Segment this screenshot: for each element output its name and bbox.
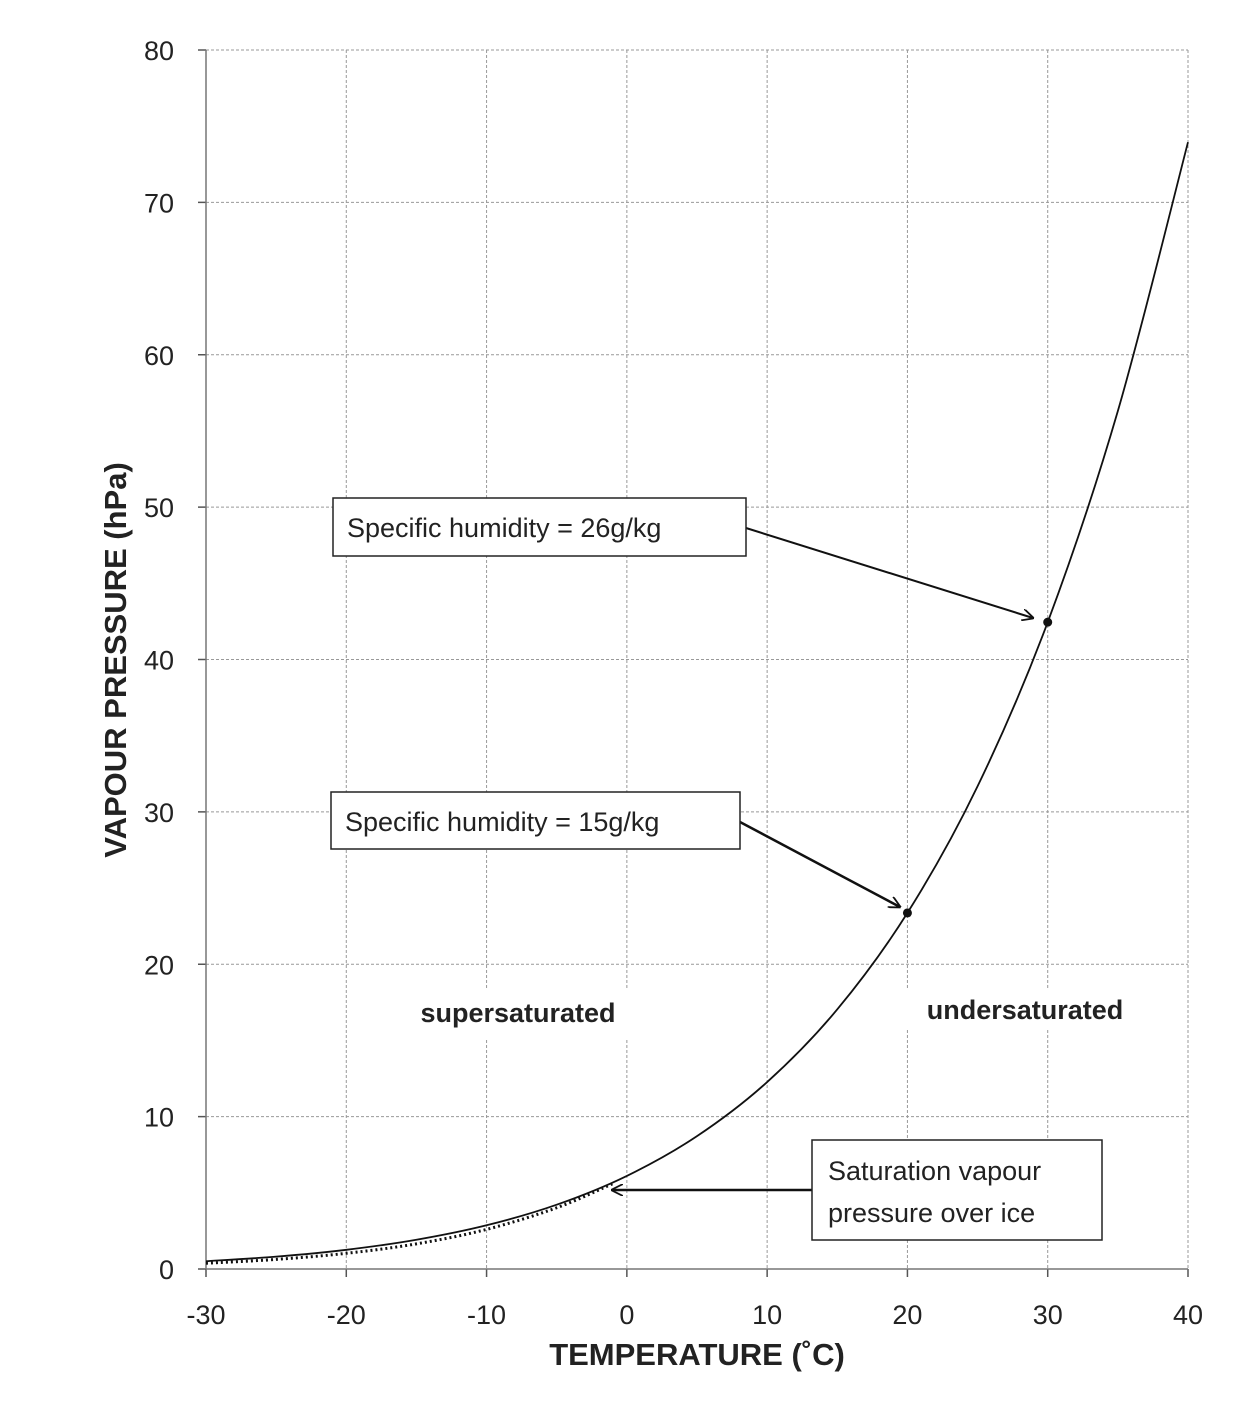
- supersaturated-label-bg: [400, 990, 636, 1038]
- y-tick-label: 30: [144, 798, 174, 828]
- y-tick-label: 0: [159, 1255, 174, 1285]
- y-tick-label: 50: [144, 493, 174, 523]
- y-tick-label: 60: [144, 341, 174, 371]
- annotation-ice-line2: pressure over ice: [828, 1198, 1035, 1228]
- x-tick-label: -10: [467, 1300, 506, 1330]
- y-tick-label: 10: [144, 1103, 174, 1133]
- annotation-26gkg-text: Specific humidity = 26g/kg: [347, 513, 661, 543]
- grid: [205, 49, 1189, 1270]
- y-tick-label: 40: [144, 646, 174, 676]
- x-tick-label: 40: [1173, 1300, 1203, 1330]
- y-axis-label: VAPOUR PRESSURE (hPa): [98, 462, 133, 858]
- x-tick-label: 0: [619, 1300, 634, 1330]
- data-point: [902, 908, 912, 918]
- supersaturated-label: supersaturated: [420, 998, 615, 1028]
- annotation-ice-line1: Saturation vapour: [828, 1156, 1041, 1186]
- undersaturated-label-bg: [906, 988, 1146, 1030]
- x-tick-label: -20: [327, 1300, 366, 1330]
- y-tick-label: 80: [144, 36, 174, 66]
- data-point: [1043, 617, 1053, 627]
- undersaturated-label: undersaturated: [927, 995, 1124, 1025]
- y-tick-label: 70: [144, 188, 174, 218]
- ice-saturation-curve: [205, 1182, 614, 1265]
- axes: -30 -20 -10 0 10 20 30 40 0 10 20 30 40 50 60 70 80: [144, 36, 1203, 1330]
- annotation-15gkg-text: Specific humidity = 15g/kg: [345, 807, 659, 837]
- series-group: [205, 141, 1189, 1265]
- arrow-26gkg: [745, 527, 1033, 618]
- annotation-ice: Saturation vapour pressure over ice: [811, 1139, 1103, 1241]
- x-tick-label: 30: [1033, 1300, 1063, 1330]
- x-tick-label: -30: [186, 1300, 225, 1330]
- water-saturation-curve: [205, 141, 1189, 1263]
- arrow-15gkg: [739, 820, 900, 907]
- y-tick-label: 20: [144, 950, 174, 980]
- annotation-26gkg: Specific humidity = 26g/kg: [332, 497, 747, 557]
- x-tick-label: 20: [892, 1300, 922, 1330]
- x-axis-label: TEMPERATURE (˚C): [549, 1337, 845, 1372]
- annotation-15gkg: Specific humidity = 15g/kg: [330, 791, 741, 850]
- x-tick-label: 10: [752, 1300, 782, 1330]
